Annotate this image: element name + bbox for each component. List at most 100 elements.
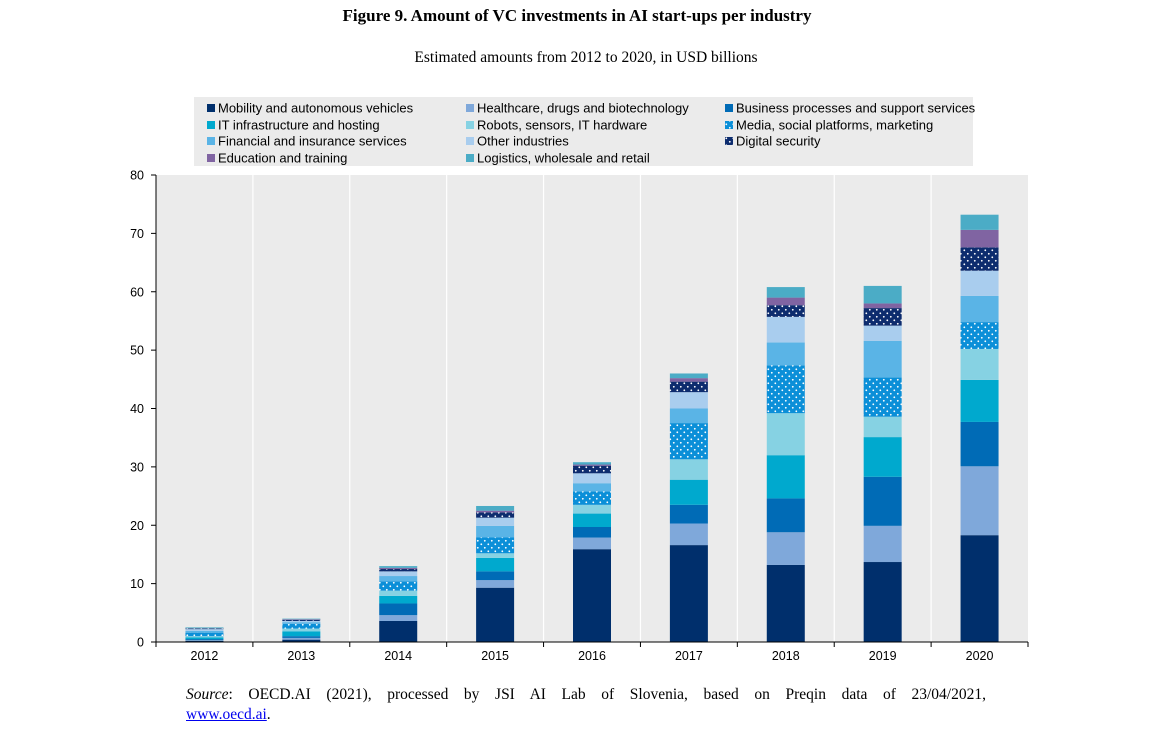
bar-stack-2017 (669, 373, 708, 642)
bar-2012-media-social-platforms-marketing (185, 632, 224, 637)
bar-stacks (185, 214, 999, 642)
bar-2015-other-industries (476, 517, 515, 526)
bar-2014-media-social-platforms-marketing (379, 581, 418, 591)
bar-2020-it-infrastructure-and-hosting (960, 379, 999, 422)
bar-stack-2018 (766, 287, 805, 642)
bar-2012-robots-sensors-it-hardware (185, 636, 224, 638)
source-text: : OECD.AI (2021), processed by JSI AI La… (228, 686, 986, 703)
bar-2013-media-social-platforms-marketing (282, 623, 321, 629)
bar-stack-2016 (573, 462, 611, 642)
bar-2017-robots-sensors-it-hardware (669, 459, 708, 480)
legend-label: Mobility and autonomous vehicles (218, 101, 414, 116)
bar-2013-business-processes-and-support-services (282, 636, 321, 638)
bar-2012-business-processes-and-support-services (185, 639, 224, 641)
bar-2014-other-industries (379, 571, 418, 577)
bar-stack-2013 (282, 618, 321, 642)
bar-2016-media-social-platforms-marketing (573, 491, 611, 505)
legend-box (194, 97, 973, 166)
bar-2013-digital-security (282, 619, 321, 621)
bar-2013-other-industries (282, 620, 321, 623)
bar-2018-digital-security (766, 305, 805, 317)
bar-2019-business-processes-and-support-services (863, 476, 902, 526)
bar-2016-other-industries (573, 473, 611, 484)
axes: 0 10 20 30 40 50 60 70 80 2012 2013 2014 2015 2016 201… (130, 169, 1029, 663)
x-tick-label: 2018 (772, 649, 800, 663)
grid-lines (252, 175, 932, 642)
bar-2017-education-and-training (669, 378, 708, 382)
legend-item-digital-security: Digital security (725, 134, 821, 149)
bar-2016-business-processes-and-support-services (573, 527, 611, 538)
bar-2016-education-and-training (573, 464, 611, 466)
x-tick-label: 2020 (966, 649, 994, 663)
bar-2015-it-infrastructure-and-hosting (476, 557, 515, 572)
bar-2020-robots-sensors-it-hardware (960, 348, 999, 380)
bar-2019-digital-security (863, 308, 902, 326)
legend-label: Financial and insurance services (218, 134, 407, 149)
bar-2012-logistics-wholesale-and-retail (185, 627, 224, 629)
bar-2019-financial-and-insurance-services (863, 340, 902, 378)
bar-2014-it-infrastructure-and-hosting (379, 595, 418, 604)
legend-item-financial-and-insurance-services: Financial and insurance services (207, 134, 407, 149)
bar-2020-other-industries (960, 270, 999, 296)
x-tick-label: 2014 (384, 649, 412, 663)
bar-2019-it-infrastructure-and-hosting (863, 437, 902, 477)
bar-2018-education-and-training (766, 297, 805, 306)
legend: Mobility and autonomous vehicles Healthca… (194, 97, 976, 166)
bar-2012-other-industries (185, 629, 224, 631)
x-tick-label: 2017 (675, 649, 703, 663)
chart-title: Figure 9. Amount of VC investments in AI… (342, 6, 812, 25)
bar-2014-financial-and-insurance-services (379, 576, 418, 582)
y-tick-label: 30 (130, 460, 144, 474)
x-tick-label: 2019 (869, 649, 897, 663)
legend-swatch (207, 154, 215, 162)
bar-2020-financial-and-insurance-services (960, 295, 999, 323)
bar-2016-robots-sensors-it-hardware (573, 504, 611, 514)
bar-2014-mobility-and-autonomous-vehicles (379, 620, 418, 642)
legend-item-business-processes-and-support-services: Business processes and support services (725, 101, 976, 116)
y-tick-label: 70 (130, 227, 144, 241)
bar-2013-mobility-and-autonomous-vehicles (282, 639, 321, 642)
legend-item-it-infrastructure-and-hosting: IT infrastructure and hosting (207, 118, 380, 133)
legend-label: Digital security (736, 134, 821, 149)
legend-label: Media, social platforms, marketing (736, 118, 933, 133)
bar-2018-logistics-wholesale-and-retail (766, 287, 805, 298)
bar-2015-logistics-wholesale-and-retail (476, 505, 515, 511)
bar-2018-robots-sensors-it-hardware (766, 413, 805, 456)
bar-2017-healthcare-drugs-and-biotechnology (669, 523, 708, 546)
bar-2016-healthcare-drugs-and-biotechnology (573, 537, 611, 550)
bar-2016-financial-and-insurance-services (573, 483, 611, 492)
bar-2019-logistics-wholesale-and-retail (863, 285, 902, 304)
bar-2016-mobility-and-autonomous-vehicles (573, 549, 611, 642)
bar-stack-2020 (960, 214, 999, 642)
legend-swatch (466, 154, 474, 162)
legend-swatch (207, 121, 215, 129)
bar-2020-business-processes-and-support-services (960, 421, 999, 467)
chart-subtitle: Estimated amounts from 2012 to 2020, in … (414, 49, 758, 66)
bar-2018-other-industries (766, 316, 805, 343)
source-link[interactable]: www.oecd.ai (186, 706, 267, 723)
bar-2015-healthcare-drugs-and-biotechnology (476, 580, 515, 588)
legend-swatch (725, 104, 733, 112)
bar-2019-mobility-and-autonomous-vehicles (863, 562, 902, 642)
bar-2020-digital-security (960, 247, 999, 271)
bar-2020-healthcare-drugs-and-biotechnology (960, 466, 999, 536)
bar-2020-mobility-and-autonomous-vehicles (960, 535, 999, 642)
bar-2012-it-infrastructure-and-hosting (185, 637, 224, 640)
bar-2015-business-processes-and-support-services (476, 571, 515, 581)
legend-item-education-and-training: Education and training (207, 151, 347, 166)
bar-stack-2014 (379, 566, 418, 642)
legend-swatch (466, 137, 474, 145)
bar-2017-other-industries (669, 392, 708, 409)
legend-item-healthcare-drugs-and-biotechnology: Healthcare, drugs and biotechnology (466, 101, 689, 116)
bar-2013-robots-sensors-it-hardware (282, 628, 321, 632)
bar-2019-education-and-training (863, 303, 902, 309)
bar-stack-2019 (863, 285, 902, 642)
bar-2013-healthcare-drugs-and-biotechnology (282, 637, 321, 640)
legend-label: Robots, sensors, IT hardware (477, 118, 647, 133)
bar-2017-media-social-platforms-marketing (669, 423, 708, 460)
y-tick-label: 10 (130, 577, 144, 591)
y-tick-label: 20 (130, 519, 144, 533)
bar-2019-robots-sensors-it-hardware (863, 416, 902, 438)
source-note: Source: OECD.AI (2021), processed by JSI… (186, 685, 986, 704)
bar-2016-logistics-wholesale-and-retail (573, 462, 611, 465)
